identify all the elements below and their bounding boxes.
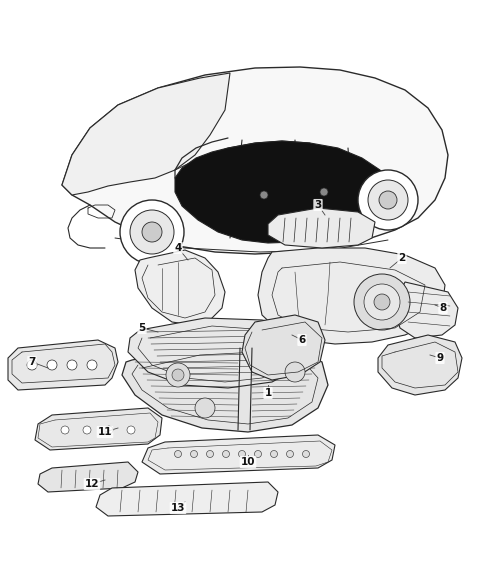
Circle shape (105, 426, 113, 434)
Circle shape (47, 360, 57, 370)
Text: 13: 13 (171, 503, 185, 513)
Circle shape (175, 451, 181, 457)
Circle shape (364, 284, 400, 320)
Circle shape (195, 398, 215, 418)
Polygon shape (258, 248, 445, 344)
Text: 9: 9 (436, 353, 444, 363)
Text: 1: 1 (264, 388, 272, 398)
Circle shape (354, 274, 410, 330)
Circle shape (120, 200, 184, 264)
Polygon shape (8, 340, 118, 390)
Circle shape (142, 222, 162, 242)
Circle shape (302, 451, 310, 457)
Circle shape (130, 210, 174, 254)
Circle shape (285, 362, 305, 382)
Circle shape (287, 451, 293, 457)
Polygon shape (35, 408, 162, 450)
Polygon shape (128, 318, 305, 388)
Circle shape (260, 191, 268, 199)
Circle shape (223, 451, 229, 457)
Text: 5: 5 (138, 323, 145, 333)
Polygon shape (96, 482, 278, 516)
Circle shape (379, 191, 397, 209)
Text: 6: 6 (299, 335, 306, 345)
Circle shape (239, 451, 245, 457)
Circle shape (254, 451, 262, 457)
Circle shape (320, 188, 328, 196)
Text: 7: 7 (28, 357, 36, 367)
Circle shape (127, 426, 135, 434)
Circle shape (172, 369, 184, 381)
Polygon shape (38, 462, 138, 492)
Circle shape (358, 170, 418, 230)
Polygon shape (135, 250, 225, 325)
Circle shape (87, 360, 97, 370)
Polygon shape (295, 198, 388, 243)
Polygon shape (395, 282, 458, 338)
Polygon shape (268, 208, 375, 248)
Circle shape (271, 451, 277, 457)
Polygon shape (122, 345, 328, 432)
Text: 2: 2 (398, 253, 406, 263)
Polygon shape (62, 73, 230, 195)
Circle shape (83, 426, 91, 434)
Polygon shape (378, 335, 462, 395)
Circle shape (67, 360, 77, 370)
Polygon shape (62, 67, 448, 254)
Text: 3: 3 (314, 200, 322, 210)
Polygon shape (242, 315, 325, 380)
Circle shape (374, 294, 390, 310)
Circle shape (61, 426, 69, 434)
Circle shape (206, 451, 214, 457)
Text: 11: 11 (98, 427, 112, 437)
Circle shape (166, 363, 190, 387)
Text: 10: 10 (241, 457, 255, 467)
Polygon shape (142, 435, 335, 474)
Circle shape (27, 360, 37, 370)
Text: 4: 4 (174, 243, 182, 253)
Circle shape (191, 451, 197, 457)
Circle shape (368, 180, 408, 220)
Text: 12: 12 (85, 479, 99, 489)
Polygon shape (175, 141, 392, 243)
Text: 8: 8 (439, 303, 446, 313)
